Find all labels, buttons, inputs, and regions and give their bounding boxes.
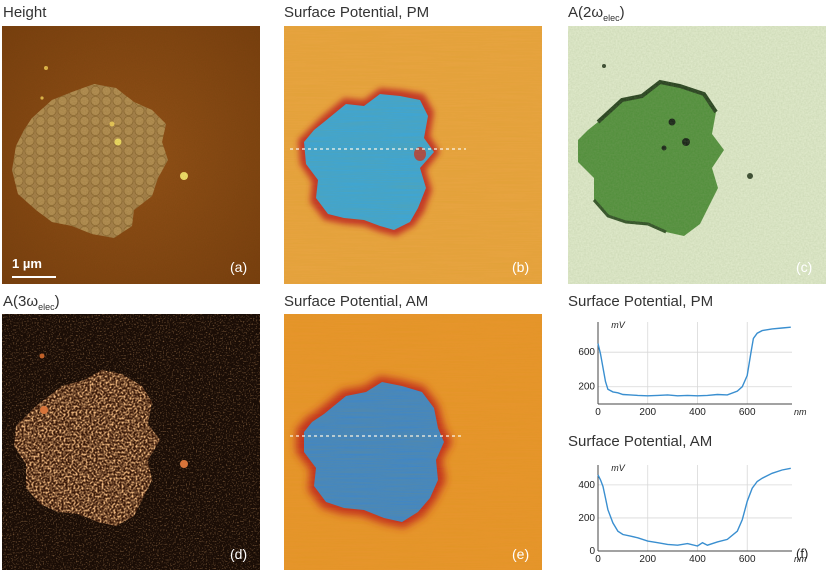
panel-d-3w-map: (d) bbox=[2, 314, 260, 570]
x-axis-unit: nm bbox=[794, 554, 807, 564]
x-tick-label: 400 bbox=[689, 407, 706, 418]
chart-pm-title: Surface Potential, PM bbox=[568, 293, 714, 310]
scale-bar-label: 1 µm bbox=[12, 256, 42, 271]
panel-a-title: Height bbox=[3, 4, 47, 21]
panel-d-label: (d) bbox=[230, 546, 248, 562]
series-line bbox=[597, 326, 791, 397]
panel-a-height-map: 1 µm (a) bbox=[2, 26, 260, 284]
chart-am-title: Surface Potential, AM bbox=[568, 433, 713, 450]
pm-map-image bbox=[284, 26, 542, 284]
panel-f-label: (f) bbox=[796, 546, 809, 561]
panel-b-title: Surface Potential, PM bbox=[284, 4, 430, 21]
panel-b-pm-map: (b) bbox=[284, 26, 542, 284]
chart-pm-profile: 0 200 400 600 200 600 mV nm bbox=[578, 320, 807, 418]
y-tick-label: 0 bbox=[589, 546, 595, 557]
x-tick-label: 0 bbox=[595, 554, 601, 565]
x-tick-label: 600 bbox=[739, 554, 756, 565]
height-map-image bbox=[2, 26, 260, 284]
y-tick-label: 200 bbox=[578, 382, 595, 393]
panel-e-label: (e) bbox=[512, 546, 530, 562]
x-axis-unit: nm bbox=[794, 407, 807, 417]
x-tick-label: 0 bbox=[595, 407, 601, 418]
panel-d-title: A(3ωelec) bbox=[3, 293, 60, 312]
y-tick-label: 400 bbox=[578, 480, 595, 491]
panel-c-2w-map: (c) bbox=[568, 26, 826, 284]
panel-b-label: (b) bbox=[512, 259, 530, 275]
am-map-image bbox=[284, 314, 542, 570]
chart-am-profile: 0 200 400 600 0 200 400 mV nm bbox=[578, 463, 807, 565]
y-tick-label: 600 bbox=[578, 347, 595, 358]
x-tick-label: 200 bbox=[639, 554, 656, 565]
x-tick-label: 400 bbox=[689, 554, 706, 565]
scale-bar bbox=[12, 276, 56, 278]
y-axis-unit: mV bbox=[611, 320, 625, 330]
panel-e-title: Surface Potential, AM bbox=[284, 293, 429, 310]
y-axis-unit: mV bbox=[611, 463, 625, 473]
panel-c-label: (c) bbox=[796, 259, 813, 275]
x-tick-label: 200 bbox=[639, 407, 656, 418]
a2w-map-image bbox=[568, 26, 826, 284]
y-tick-label: 200 bbox=[578, 513, 595, 524]
panel-a-label: (a) bbox=[230, 259, 248, 275]
a3w-map-image bbox=[2, 314, 260, 570]
panel-e-am-map: (e) bbox=[284, 314, 542, 570]
x-tick-label: 600 bbox=[739, 407, 756, 418]
panel-c-title: A(2ωelec) bbox=[568, 4, 625, 23]
series-line bbox=[597, 467, 791, 547]
